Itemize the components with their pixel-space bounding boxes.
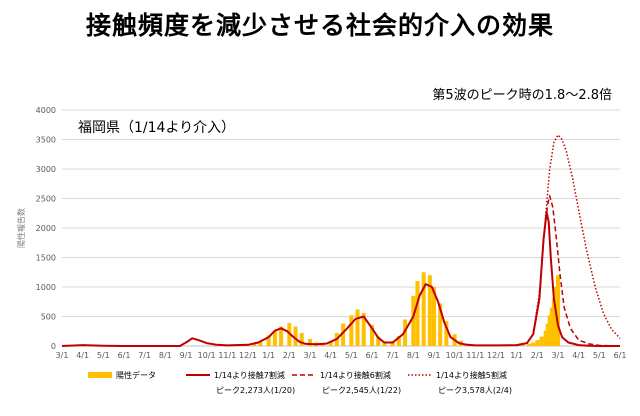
y-tick-label: 2000 <box>36 224 56 233</box>
y-tick-label: 1000 <box>36 283 56 292</box>
x-tick-label: 6/1 <box>118 351 131 360</box>
x-tick-label: 10/1 <box>198 351 216 360</box>
observed-bar <box>543 330 548 346</box>
observed-bar <box>421 272 426 346</box>
x-tick-label: 11/1 <box>466 351 484 360</box>
x-tick-label: 4/1 <box>572 351 585 360</box>
observed-bar <box>411 295 416 346</box>
observed-bar <box>520 344 525 346</box>
x-tick-label: 7/1 <box>138 351 151 360</box>
observed-bar <box>551 298 556 346</box>
x-tick-label: 9/1 <box>428 351 441 360</box>
x-tick-label: 1/1 <box>262 351 275 360</box>
projection-lines <box>61 134 621 347</box>
observed-bar <box>545 323 550 346</box>
observed-bar <box>376 336 381 346</box>
x-tick-label: 12/1 <box>487 351 505 360</box>
x-tick-label: 11/1 <box>218 351 236 360</box>
peak-label: ピーク3,578人(2/4) <box>438 386 512 395</box>
observed-bar <box>272 331 277 346</box>
observed-bar <box>266 335 271 346</box>
observed-bar <box>396 335 401 346</box>
observed-bar <box>252 343 257 346</box>
x-tick-label: 12/1 <box>239 351 257 360</box>
y-tick-label: 0 <box>51 342 56 351</box>
observed-bar <box>382 341 387 346</box>
observed-bar <box>341 323 346 346</box>
x-tick-label: 4/1 <box>324 351 337 360</box>
observed-bar <box>299 333 304 346</box>
peak-label: ピーク2,273人(1/20) <box>216 386 295 395</box>
observed-bar <box>355 309 360 346</box>
observed-bar <box>444 321 449 346</box>
series-line-dotted <box>516 134 621 346</box>
peak-annotation: 第5波のピーク時の1.8〜2.8倍 <box>432 88 612 103</box>
observed-bar <box>438 303 443 346</box>
legend-label: 1/14より接触5割減 <box>436 370 507 380</box>
x-axis: 3/1 4/1 5/1 6/1 7/1 8/1 9/1 10/1 11/1 12/1 1/1 2/1 3… <box>56 345 627 360</box>
y-tick-label: 3000 <box>36 165 56 174</box>
x-tick-label: 3/1 <box>56 351 69 360</box>
y-tick-label: 500 <box>41 313 56 322</box>
y-tick-label: 1500 <box>36 254 56 263</box>
observed-bar <box>427 275 432 346</box>
x-tick-label: 3/1 <box>304 351 317 360</box>
legend-swatch-observed <box>88 372 112 378</box>
y-axis: 0 500 1000 1500 2000 2500 3000 3500 4000 <box>36 106 56 351</box>
x-tick-label: 5/1 <box>97 351 110 360</box>
x-tick-label: 7/1 <box>386 351 399 360</box>
x-tick-label: 8/1 <box>407 351 420 360</box>
y-tick-label: 2500 <box>36 195 56 204</box>
x-tick-label: 6/1 <box>614 351 627 360</box>
x-tick-label: 6/1 <box>366 351 379 360</box>
observed-bar <box>403 319 408 346</box>
x-tick-label: 2/1 <box>283 351 296 360</box>
observed-bar <box>370 324 374 346</box>
x-tick-label: 9/1 <box>180 351 193 360</box>
grid-lines <box>62 109 620 347</box>
observed-bar <box>390 341 395 346</box>
observed-bar <box>432 287 436 346</box>
x-tick-label: 10/1 <box>446 351 464 360</box>
x-tick-label: 5/1 <box>593 351 606 360</box>
observed-bar <box>258 341 263 346</box>
x-tick-label: 1/1 <box>510 351 523 360</box>
legend-label: 陽性データ <box>116 370 156 380</box>
x-tick-label: 8/1 <box>159 351 172 360</box>
y-axis-label: 陽性報告数 <box>16 208 26 248</box>
observed-bar <box>415 281 420 346</box>
observed-bar <box>556 275 560 346</box>
y-tick-label: 4000 <box>36 106 56 115</box>
x-tick-label: 5/1 <box>345 351 358 360</box>
peak-label: ピーク2,545人(1/22) <box>322 386 401 395</box>
observed-bar <box>293 326 298 346</box>
observed-bar <box>328 341 333 346</box>
observed-bar <box>361 312 366 346</box>
observed-bar <box>547 315 552 346</box>
observed-bars <box>252 272 560 346</box>
series-line-solid <box>61 210 620 347</box>
y-tick-label: 3500 <box>36 136 56 145</box>
page-title: 接触頻度を減少させる社会的介入の効果 <box>85 11 554 40</box>
observed-bar <box>279 326 284 346</box>
observed-bar <box>308 338 312 346</box>
observed-bar <box>549 307 554 346</box>
x-tick-label: 4/1 <box>76 351 89 360</box>
legend-label: 1/14より接触7割減 <box>214 370 285 380</box>
observed-bar <box>349 315 354 346</box>
observed-bar <box>531 342 536 346</box>
legend-label: 1/14より接触6割減 <box>320 370 391 380</box>
observed-bar <box>527 343 532 346</box>
series-line-dashed <box>516 195 621 347</box>
observed-bar <box>539 336 544 346</box>
x-tick-label: 3/1 <box>552 351 565 360</box>
x-tick-label: 2/1 <box>531 351 544 360</box>
region-label: 福岡県（1/14より介入） <box>78 120 235 136</box>
observed-bar <box>535 340 540 346</box>
